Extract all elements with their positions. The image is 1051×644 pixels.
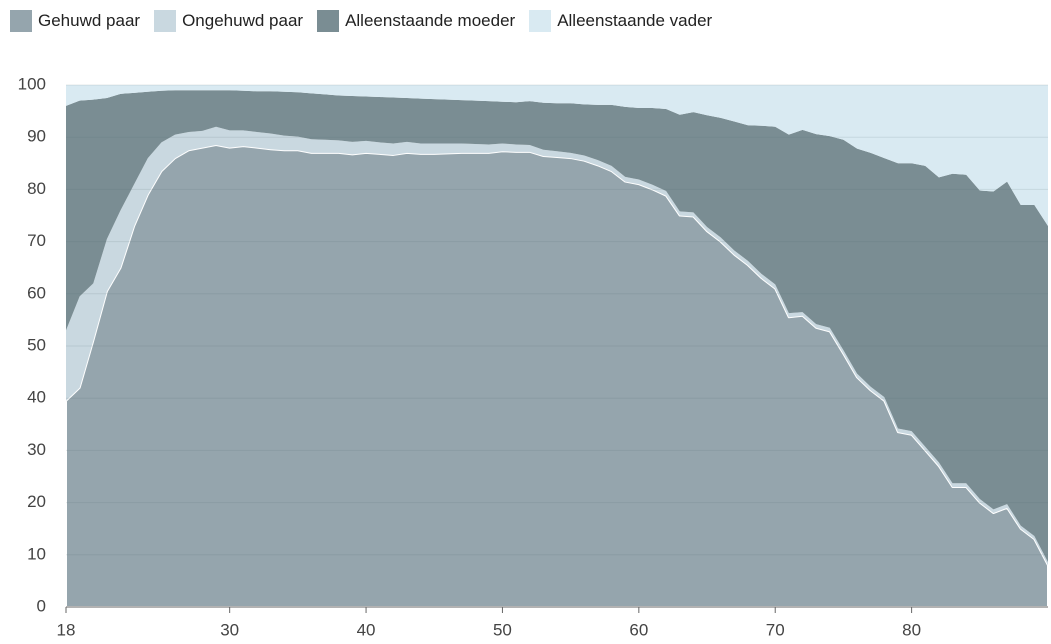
y-tick-label: 40: [27, 388, 46, 407]
x-tick-label: 60: [629, 620, 648, 639]
x-tick-label: 50: [493, 620, 512, 639]
legend-swatch: [154, 10, 177, 32]
legend-item: Alleenstaande vader: [529, 10, 712, 32]
y-tick-label: 30: [27, 440, 46, 459]
y-tick-label: 70: [27, 231, 46, 250]
x-tick-label: 18: [57, 620, 76, 639]
y-tick-label: 50: [27, 335, 46, 354]
x-tick-label: 70: [766, 620, 785, 639]
y-tick-label: 80: [27, 179, 46, 198]
legend-item: Gehuwd paar: [10, 10, 140, 32]
legend-swatch: [317, 10, 340, 32]
y-tick-label: 90: [27, 127, 46, 146]
legend-swatch: [529, 10, 552, 32]
area: [66, 90, 1048, 563]
y-tick-label: 10: [27, 544, 46, 563]
x-tick-label: 80: [902, 620, 921, 639]
legend-label: Ongehuwd paar: [182, 11, 304, 30]
legend-item: Alleenstaande moeder: [317, 10, 515, 32]
y-tick-label: 0: [37, 596, 46, 615]
legend-swatch: [10, 10, 32, 32]
x-tick-label: 30: [220, 620, 239, 639]
y-tick-label: 100: [18, 74, 46, 93]
legend-item: Ongehuwd paar: [154, 10, 303, 32]
x-tick-label: 40: [357, 620, 376, 639]
legend-label: Alleenstaande moeder: [345, 11, 516, 30]
area: [66, 85, 1048, 226]
legend-label: Alleenstaande vader: [557, 11, 713, 30]
legend: Gehuwd paar Ongehuwd paar Alleenstaande mo…: [10, 10, 712, 32]
y-tick-label: 20: [27, 492, 46, 511]
y-tick-label: 60: [27, 283, 46, 302]
legend-label: Gehuwd paar: [38, 11, 141, 30]
